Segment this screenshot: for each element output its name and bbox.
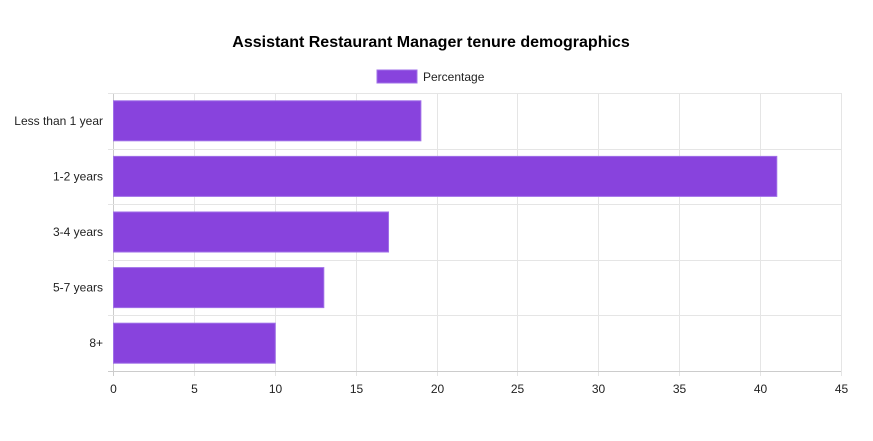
x-tick-label: 45 bbox=[835, 382, 849, 396]
y-tick-label: 8+ bbox=[89, 336, 103, 350]
x-axis-labels: 0 5 10 15 20 25 30 35 40 45 bbox=[110, 382, 848, 396]
x-tick-label: 20 bbox=[431, 382, 445, 396]
y-tick-label: 5-7 years bbox=[53, 281, 103, 295]
y-tick-label: Less than 1 year bbox=[14, 114, 103, 128]
x-tick-label: 0 bbox=[110, 382, 117, 396]
x-tick-label: 5 bbox=[191, 382, 198, 396]
bars bbox=[113, 100, 778, 364]
x-tick-label: 30 bbox=[592, 382, 606, 396]
x-tick-label: 10 bbox=[269, 382, 283, 396]
grid bbox=[108, 93, 842, 376]
legend-swatch-percentage bbox=[376, 69, 418, 84]
chart-title: Assistant Restaurant Manager tenure demo… bbox=[232, 34, 630, 51]
y-tick-label: 1-2 years bbox=[53, 169, 103, 183]
bar bbox=[113, 267, 325, 309]
x-tick-label: 40 bbox=[754, 382, 768, 396]
y-tick-label: 3-4 years bbox=[53, 225, 103, 239]
legend[interactable]: Percentage bbox=[376, 69, 485, 84]
x-tick-label: 25 bbox=[511, 382, 525, 396]
bar bbox=[113, 211, 390, 253]
x-tick-label: 35 bbox=[673, 382, 687, 396]
legend-label-percentage: Percentage bbox=[423, 70, 485, 84]
y-axis-labels: Less than 1 year 1-2 years 3-4 years 5-7 ye… bbox=[14, 114, 103, 350]
x-tick-label: 15 bbox=[350, 382, 364, 396]
bar bbox=[113, 322, 276, 364]
bar bbox=[113, 100, 422, 142]
bar bbox=[113, 155, 778, 197]
